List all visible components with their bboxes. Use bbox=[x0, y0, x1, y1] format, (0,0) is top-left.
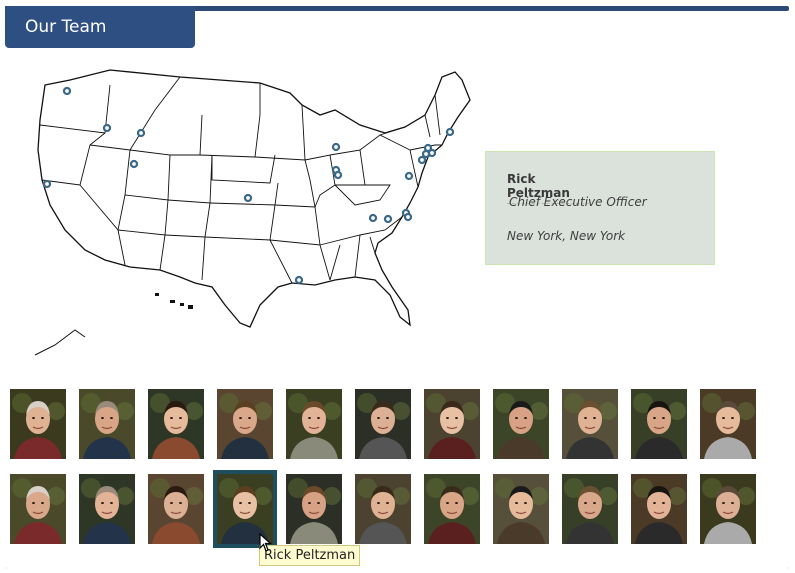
office-location-marker[interactable] bbox=[102, 123, 112, 133]
team-member-photo[interactable] bbox=[79, 389, 135, 459]
team-member-photo[interactable] bbox=[424, 474, 480, 544]
office-location-marker[interactable] bbox=[368, 213, 378, 223]
member-info-card: Rick Peltzman Chief Executive Officer Ne… bbox=[485, 151, 715, 265]
us-map-outline bbox=[37, 69, 471, 328]
hawaii-island bbox=[170, 300, 175, 303]
office-location-marker[interactable] bbox=[243, 193, 253, 203]
team-member-photo[interactable] bbox=[493, 474, 549, 544]
office-location-marker[interactable] bbox=[129, 159, 139, 169]
header-rule bbox=[5, 6, 789, 11]
office-location-marker[interactable] bbox=[403, 212, 413, 222]
member-tooltip: Rick Peltzman bbox=[259, 545, 361, 566]
office-location-marker[interactable] bbox=[294, 275, 304, 285]
team-member-photo[interactable] bbox=[562, 474, 618, 544]
us-map bbox=[30, 55, 480, 365]
office-location-marker[interactable] bbox=[136, 128, 146, 138]
team-member-photo[interactable] bbox=[148, 389, 204, 459]
team-member-photo[interactable] bbox=[286, 389, 342, 459]
team-member-photo[interactable] bbox=[10, 389, 66, 459]
hawaii-island bbox=[180, 303, 184, 306]
team-member-photo[interactable] bbox=[10, 474, 66, 544]
member-location: New York, New York bbox=[507, 229, 626, 243]
office-location-marker[interactable] bbox=[421, 149, 431, 159]
team-member-photo[interactable] bbox=[493, 389, 549, 459]
alaska-edge bbox=[34, 329, 86, 356]
office-location-marker[interactable] bbox=[383, 214, 393, 224]
team-member-photo[interactable] bbox=[631, 474, 687, 544]
team-member-photo[interactable] bbox=[700, 389, 756, 459]
office-location-marker[interactable] bbox=[333, 170, 343, 180]
hawaii-island bbox=[188, 305, 193, 309]
office-location-marker[interactable] bbox=[331, 142, 341, 152]
hawaii-island bbox=[155, 293, 159, 296]
office-location-marker[interactable] bbox=[404, 171, 414, 181]
team-member-photo[interactable] bbox=[79, 474, 135, 544]
member-title: Chief Executive Officer bbox=[509, 195, 647, 209]
team-member-photo[interactable] bbox=[148, 474, 204, 544]
team-member-photo[interactable] bbox=[631, 389, 687, 459]
office-location-marker[interactable] bbox=[62, 86, 72, 96]
team-member-photo[interactable] bbox=[700, 474, 756, 544]
page-title: Our Team bbox=[5, 6, 195, 48]
team-member-photo[interactable] bbox=[424, 389, 480, 459]
team-member-photo[interactable] bbox=[213, 470, 277, 548]
team-member-photo[interactable] bbox=[217, 389, 273, 459]
office-location-marker[interactable] bbox=[417, 155, 427, 165]
team-member-photo[interactable] bbox=[286, 474, 342, 544]
office-location-marker[interactable] bbox=[42, 179, 52, 189]
office-location-marker[interactable] bbox=[445, 127, 455, 137]
team-member-photo[interactable] bbox=[355, 474, 411, 544]
member-name: Rick Peltzman bbox=[507, 172, 589, 204]
team-member-photo[interactable] bbox=[355, 389, 411, 459]
footer-divider bbox=[6, 567, 789, 569]
team-member-photo[interactable] bbox=[562, 389, 618, 459]
mouse-cursor-icon bbox=[259, 533, 273, 552]
